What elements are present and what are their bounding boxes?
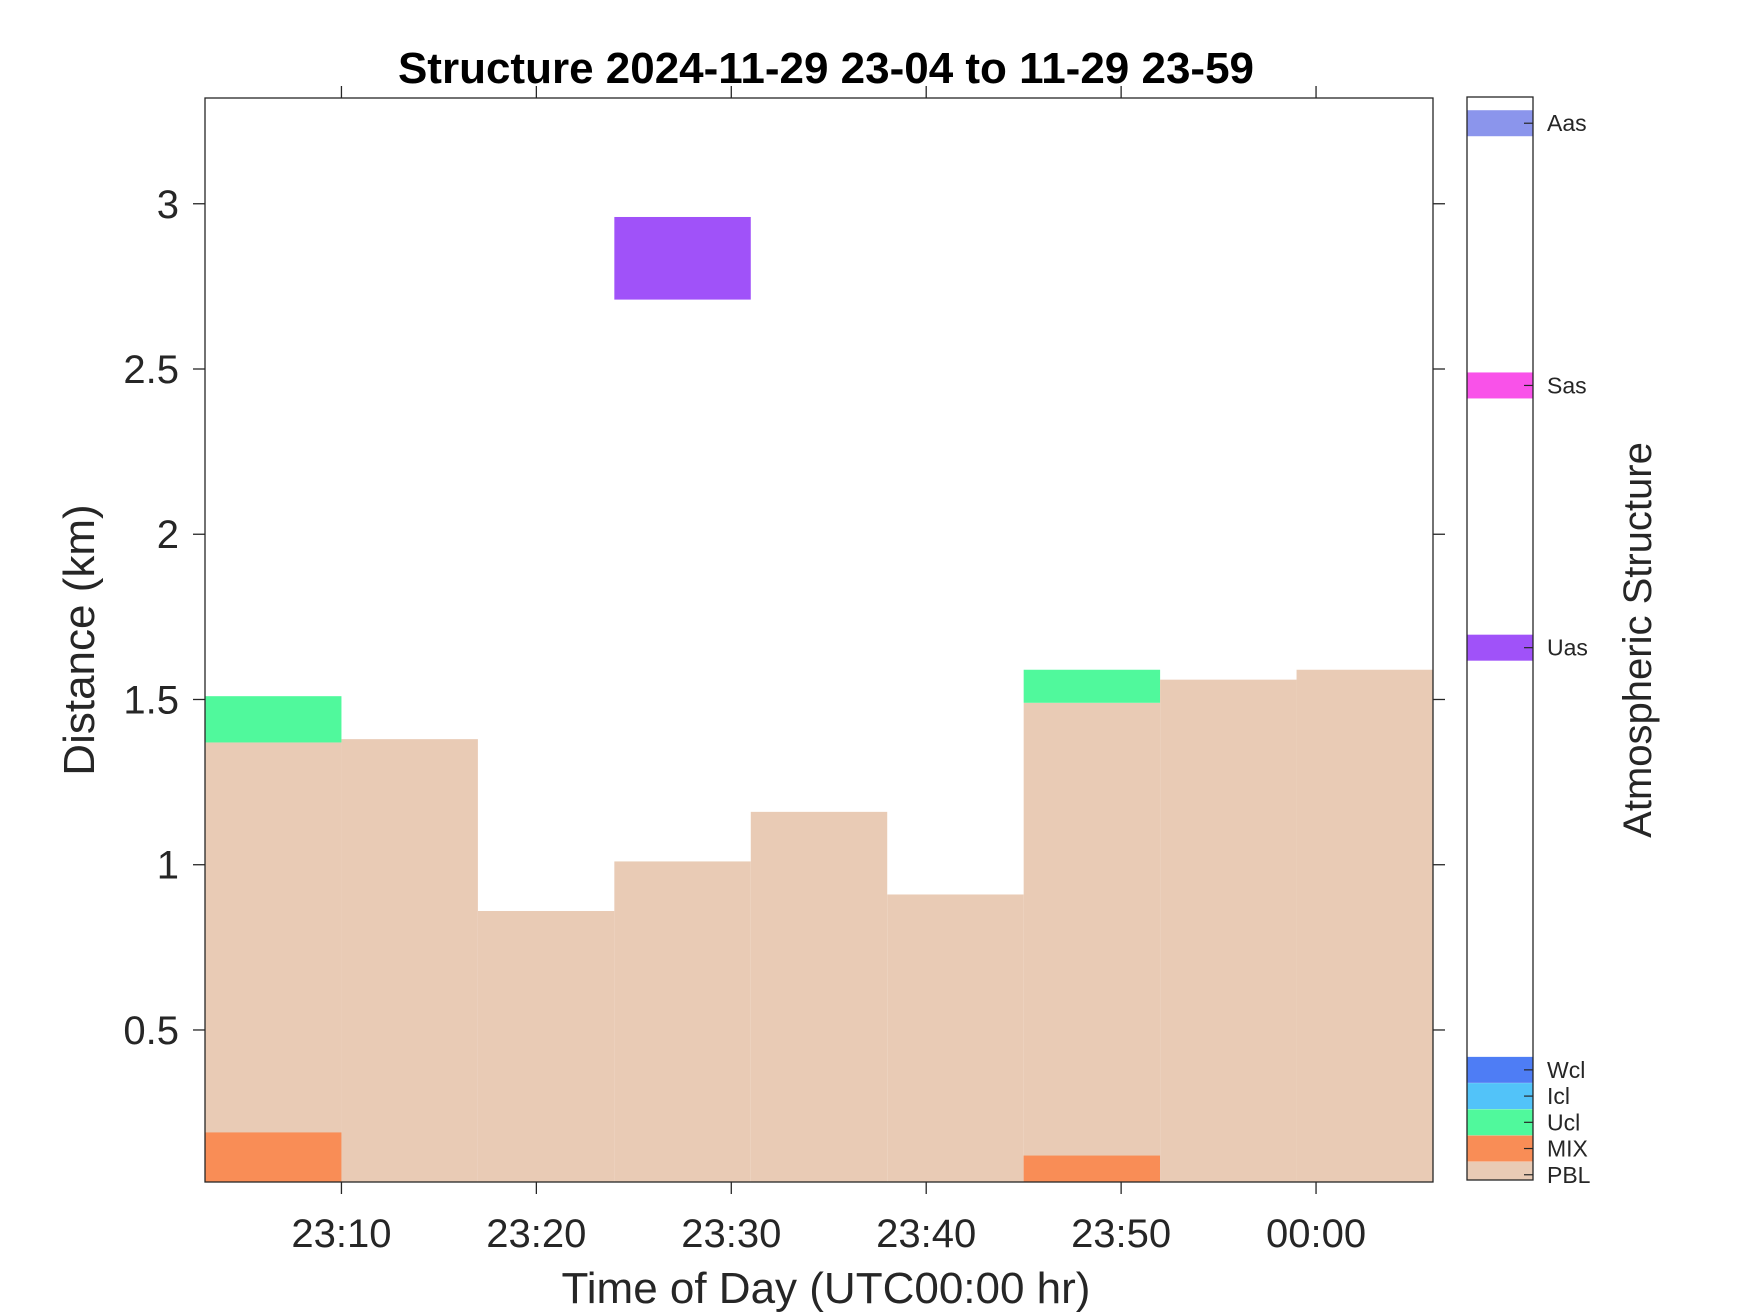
cell-uas bbox=[614, 216, 751, 300]
x-axis-ticks: 23:10 23:20 23:30 23:40 23:50 00:00 bbox=[291, 86, 1366, 1256]
x-tick-label: 23:10 bbox=[291, 1212, 391, 1256]
y-axis-ticks: 0.5 1 1.5 2 2.5 3 bbox=[123, 183, 1445, 1053]
x-tick-label: 23:30 bbox=[681, 1212, 781, 1256]
colorbar-tick-label: Uas bbox=[1547, 635, 1588, 661]
cell-ucl bbox=[205, 696, 342, 743]
colorbar-swatch-pbl bbox=[1467, 1161, 1533, 1180]
cell-pbl bbox=[887, 894, 1024, 1182]
cell-mix bbox=[1023, 1155, 1161, 1182]
cell-pbl bbox=[1296, 669, 1433, 1182]
cell-pbl bbox=[1160, 679, 1297, 1182]
y-tick-label: 0.5 bbox=[123, 1009, 179, 1053]
colorbar-swatch-sas bbox=[1467, 372, 1533, 399]
colorbar-tick-label: Sas bbox=[1547, 372, 1587, 398]
y-tick-label: 1 bbox=[157, 844, 179, 888]
colorbar-swatch-mix bbox=[1467, 1135, 1533, 1162]
x-tick-label: 23:20 bbox=[486, 1212, 586, 1256]
cell-pbl bbox=[205, 742, 342, 1182]
plot-cells bbox=[205, 216, 1433, 1182]
colorbar-tick-label: Icl bbox=[1547, 1083, 1570, 1109]
x-tick-label: 23:40 bbox=[876, 1212, 976, 1256]
y-tick-label: 2.5 bbox=[123, 348, 179, 392]
y-tick-label: 1.5 bbox=[123, 678, 179, 722]
cell-mix bbox=[205, 1132, 342, 1182]
cell-pbl bbox=[750, 811, 888, 1182]
colorbar-tick-label: Ucl bbox=[1547, 1109, 1580, 1135]
colorbar-tick-label: Aas bbox=[1547, 110, 1587, 136]
chart-title: Structure 2024-11-29 23-04 to 11-29 23-5… bbox=[398, 44, 1254, 93]
y-axis-label: Distance (km) bbox=[55, 504, 104, 775]
colorbar-swatch-ucl bbox=[1467, 1109, 1533, 1136]
colorbar-label: Atmospheric Structure bbox=[1616, 442, 1660, 838]
plot-frame bbox=[204, 97, 1434, 1183]
colorbar-swatch-wcl bbox=[1467, 1056, 1533, 1083]
cell-pbl bbox=[1023, 702, 1161, 1182]
cell-pbl bbox=[614, 861, 751, 1182]
y-tick-label: 2 bbox=[157, 513, 179, 557]
colorbar-swatch-uas bbox=[1467, 634, 1533, 661]
colorbar-swatch-icl bbox=[1467, 1083, 1533, 1110]
colorbar-tick-label: Wcl bbox=[1547, 1057, 1585, 1083]
cell-pbl bbox=[341, 739, 478, 1182]
colorbar-tick-label: PBL bbox=[1547, 1162, 1591, 1188]
colorbar-swatch-aas bbox=[1467, 110, 1533, 137]
colorbar-tick-label: MIX bbox=[1547, 1136, 1588, 1162]
x-tick-label: 23:50 bbox=[1071, 1212, 1171, 1256]
y-tick-label: 3 bbox=[157, 183, 179, 227]
colorbar-frame bbox=[1466, 96, 1534, 1181]
cell-ucl bbox=[1023, 669, 1161, 703]
cell-pbl bbox=[477, 911, 615, 1182]
x-tick-label: 00:00 bbox=[1266, 1212, 1366, 1256]
x-axis-label: Time of Day (UTC00:00 hr) bbox=[562, 1264, 1091, 1313]
